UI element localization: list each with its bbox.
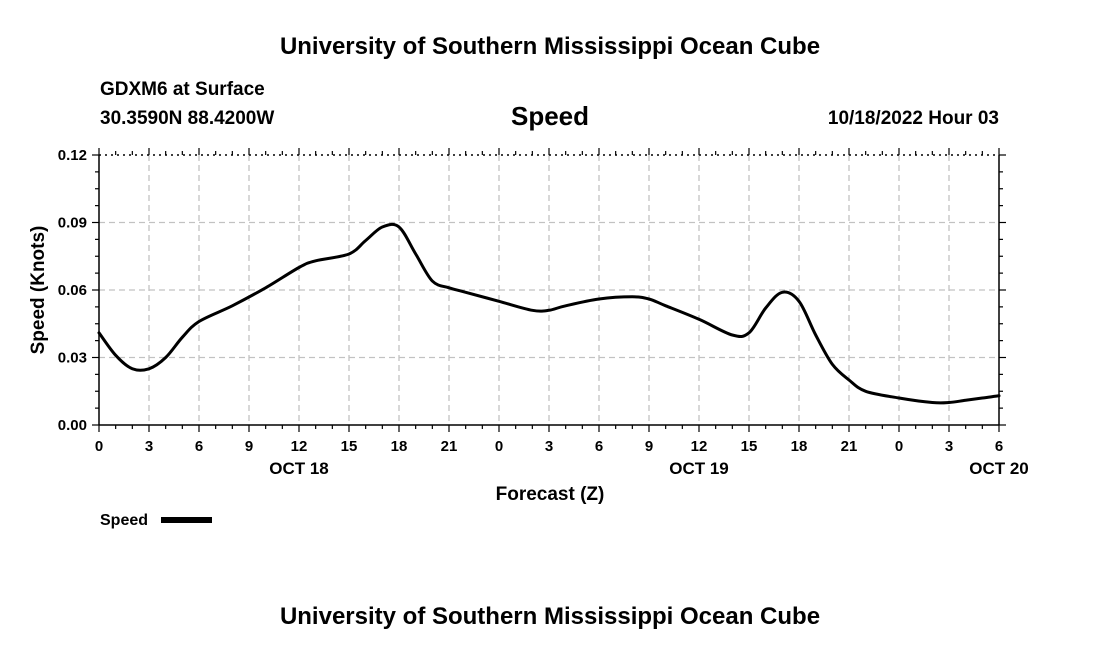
x-tick-label: 18 — [391, 438, 408, 455]
x-tick-label: 6 — [195, 438, 203, 455]
x-axis-label: Forecast (Z) — [496, 484, 605, 505]
variable-label: Speed — [511, 101, 589, 131]
x-tick-label: 0 — [495, 438, 503, 455]
x-tick-label: 15 — [741, 438, 758, 455]
x-tick-label: 21 — [441, 438, 458, 455]
y-tick-label: 0.06 — [58, 282, 87, 299]
x-tick-label: 21 — [841, 438, 858, 455]
chart-title-top: University of Southern Mississippi Ocean… — [280, 33, 820, 60]
x-tick-label: 6 — [595, 438, 603, 455]
y-tick-label: 0.03 — [58, 350, 87, 367]
x-tick-label: 0 — [895, 438, 903, 455]
x-tick-label: 6 — [995, 438, 1003, 455]
y-tick-label: 0.00 — [58, 417, 87, 434]
coords-label: 30.3590N 88.4200W — [100, 108, 274, 129]
x-tick-label: 3 — [945, 438, 953, 455]
series-layer — [97, 222, 1001, 405]
timestamp-label: 10/18/2022 Hour 03 — [828, 108, 999, 129]
grid-layer — [99, 154, 999, 425]
x-tick-label: 18 — [791, 438, 808, 455]
x-tick-label: 3 — [545, 438, 553, 455]
x-tick-label: 3 — [145, 438, 153, 455]
x-tick-label: 12 — [691, 438, 708, 455]
x-tick-label: 12 — [291, 438, 308, 455]
x-date-label: OCT 20 — [969, 459, 1029, 478]
x-tick-label: 0 — [95, 438, 103, 455]
y-tick-label: 0.09 — [58, 215, 87, 232]
x-tick-label: 15 — [341, 438, 358, 455]
y-axis-label: Speed (Knots) — [28, 226, 49, 355]
series-line-speed — [97, 222, 1001, 405]
legend-label: Speed — [100, 512, 148, 529]
x-tick-label: 9 — [245, 438, 253, 455]
x-date-label: OCT 19 — [669, 459, 729, 478]
y-tick-label: 0.12 — [58, 147, 87, 164]
station-label: GDXM6 at Surface — [100, 79, 265, 100]
legend: Speed — [100, 512, 212, 529]
x-tick-label: 9 — [645, 438, 653, 455]
axis-layer: 0 3 6 9 12 15 18 21 0 3 6 9 12 15 18 21 0 3 6 0.00 0.03 0.06 0… — [58, 147, 1029, 478]
chart-title-bottom: University of Southern Mississippi Ocean… — [280, 603, 820, 630]
x-date-label: OCT 18 — [269, 459, 329, 478]
